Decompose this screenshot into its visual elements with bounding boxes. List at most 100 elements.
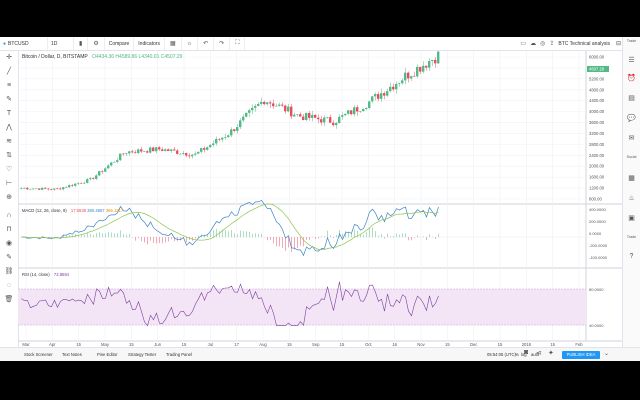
sidebar-label: Trade [626,39,637,43]
tab-strategy-tester[interactable]: Strategy Tester [128,352,157,357]
candle-body [353,107,356,115]
interval-select[interactable]: 1D [48,37,74,50]
ohlc-low: L4340.01 [138,54,160,60]
candle-body [383,93,386,96]
publish-idea-button[interactable]: PUBLISH IDEA [562,351,600,359]
stay-drawing-icon[interactable]: ✎ [6,254,12,261]
sidebar-item-news[interactable]: ▣ [623,215,640,223]
rsi-tick-label: 80.0000 [589,287,604,292]
macd-histogram-bar [198,235,199,238]
chart-area[interactable]: Mar Apr 15 May 15 Jun 15 Jul 17 Aug 15 Sep 15 Oct 16 No… [18,51,622,347]
fib-icon[interactable]: ≋ [6,138,12,145]
undo-button[interactable]: ↶ [198,37,215,50]
sidebar-item-chat[interactable]: 💬 [623,115,640,123]
candle-body [416,66,419,77]
brush-icon[interactable]: ✎ [6,96,12,103]
ohlc-close: C4507.29 [160,54,183,60]
fullscreen-button[interactable]: ⛶ [230,37,246,50]
measure-icon[interactable]: ⊢ [5,180,13,187]
rsi-value: 72.8594 [53,272,70,277]
candles-icon: ▮ [79,41,83,47]
scale-log-toggle[interactable]: log [521,352,527,357]
macd-histogram-bar [48,237,49,238]
scale-percent-toggle[interactable]: % [515,352,519,357]
tab-trading-panel[interactable]: Trading Panel [166,352,192,357]
settings-button[interactable]: ⚙ [88,37,105,50]
alert-button[interactable]: ☼ [182,37,199,50]
tweet-icon[interactable]: ✦ [548,350,554,357]
drawing-toolbar: ✛ ╱ ≡ ✎ T ⋀ ≋ ⇅ ♡ ⊢ ⊕ ∩ ⊓ ◉ ✎ ⛓ ◌ 🗑 [0,51,19,347]
candle-body [47,188,50,190]
sidebar-item-data[interactable]: ▤ [623,95,640,103]
macd-histogram-bar [105,233,106,238]
macd-histogram-bar [93,234,94,238]
text-tool-icon[interactable]: T [6,110,12,117]
cloud-icon[interactable]: ☁ [530,41,537,47]
candle-body [44,187,47,189]
candle-body [164,149,167,151]
sidebar-item-trade[interactable]: Trade [623,39,640,43]
sidebar-item-hotlist[interactable]: ♨ [623,195,640,203]
macd-histogram-bar [51,237,52,238]
forecast-icon[interactable]: ⇅ [6,152,12,159]
candle-body [137,149,140,154]
tab-stock-screener[interactable]: Stock Screener [24,352,53,357]
hide-icon[interactable]: ◌ [6,282,12,289]
candle-body [434,59,437,64]
macd-histogram-bar [363,234,364,238]
macd-histogram-bar [171,237,172,240]
link-icon[interactable]: ⛓ [4,268,14,275]
redo-button[interactable]: ↷ [214,37,231,50]
share-icon[interactable]: ⇪ [549,41,555,47]
alarm-icon: ⏰ [627,75,636,82]
macd-histogram-bar [207,234,208,238]
trash-icon[interactable]: 🗑 [4,296,14,303]
macd-histogram-bar [165,237,166,243]
parallel-lines-icon[interactable]: ≡ [6,82,12,89]
time-tick-label: May [101,342,110,347]
lock-icon[interactable]: ⊓ [6,226,12,233]
magnet-icon[interactable]: ∩ [6,212,12,219]
ideas-label[interactable]: BTC Technical analysis [558,40,610,47]
sidebar-item-ideas[interactable]: ✉ [623,135,640,143]
eye-icon[interactable]: ◉ [5,240,13,247]
sidebar-item-trade-2[interactable]: Trade [623,235,640,239]
sidebar-item-watchlist[interactable]: ☰ [623,57,640,65]
sidebar-item-help[interactable]: ? [623,253,640,261]
macd-histogram-bar [438,233,439,238]
undo-icon: ↶ [203,41,209,47]
candle-body [176,150,179,154]
compare-button[interactable]: Compare [105,37,135,50]
scale-auto-toggle[interactable]: auto [531,352,540,357]
candle-body [71,185,74,186]
layout-icon[interactable]: ▭ [520,41,527,47]
tab-pine-editor[interactable]: Pine Editor [97,352,118,357]
tab-text-notes[interactable]: Text Notes [62,352,82,357]
crosshair-icon[interactable]: ✛ [6,54,12,61]
candle-body [41,187,44,190]
pattern-icon[interactable]: ⋀ [6,124,12,131]
sidebar-item-alerts[interactable]: ⏰ [623,75,640,83]
share-icon[interactable]: ⋖ [536,350,542,357]
bar-style-button[interactable]: ▮ [74,37,89,50]
sidebar-item-social[interactable]: Social [623,155,640,159]
snapshot-icon[interactable]: ◎ [540,41,546,47]
symbol-search[interactable]: ● BTCUSD [0,37,48,50]
candle-body [350,110,353,115]
indicators-button[interactable]: Indicators [134,37,165,50]
zoom-icon[interactable]: ⊕ [6,194,12,201]
candle-body [281,104,284,106]
templates-button[interactable]: ▦ [165,37,182,50]
sidebar-item-calendar[interactable]: ▦ [623,175,640,183]
chevron-down-icon[interactable]: ⌄ [604,351,610,357]
price-tick-label: 4800.00 [589,87,605,92]
macd-histogram-bar [261,233,262,238]
camera-icon[interactable]: ◙ [524,349,529,356]
layout-toggle-icon[interactable]: ⊟ [615,41,621,47]
shapes-icon[interactable]: ♡ [5,166,13,173]
candle-body [191,154,194,157]
trend-line-icon[interactable]: ╱ [6,68,12,75]
candle-body [68,185,71,188]
macd-histogram-bar [90,233,91,238]
macd-histogram-bar [228,231,229,238]
